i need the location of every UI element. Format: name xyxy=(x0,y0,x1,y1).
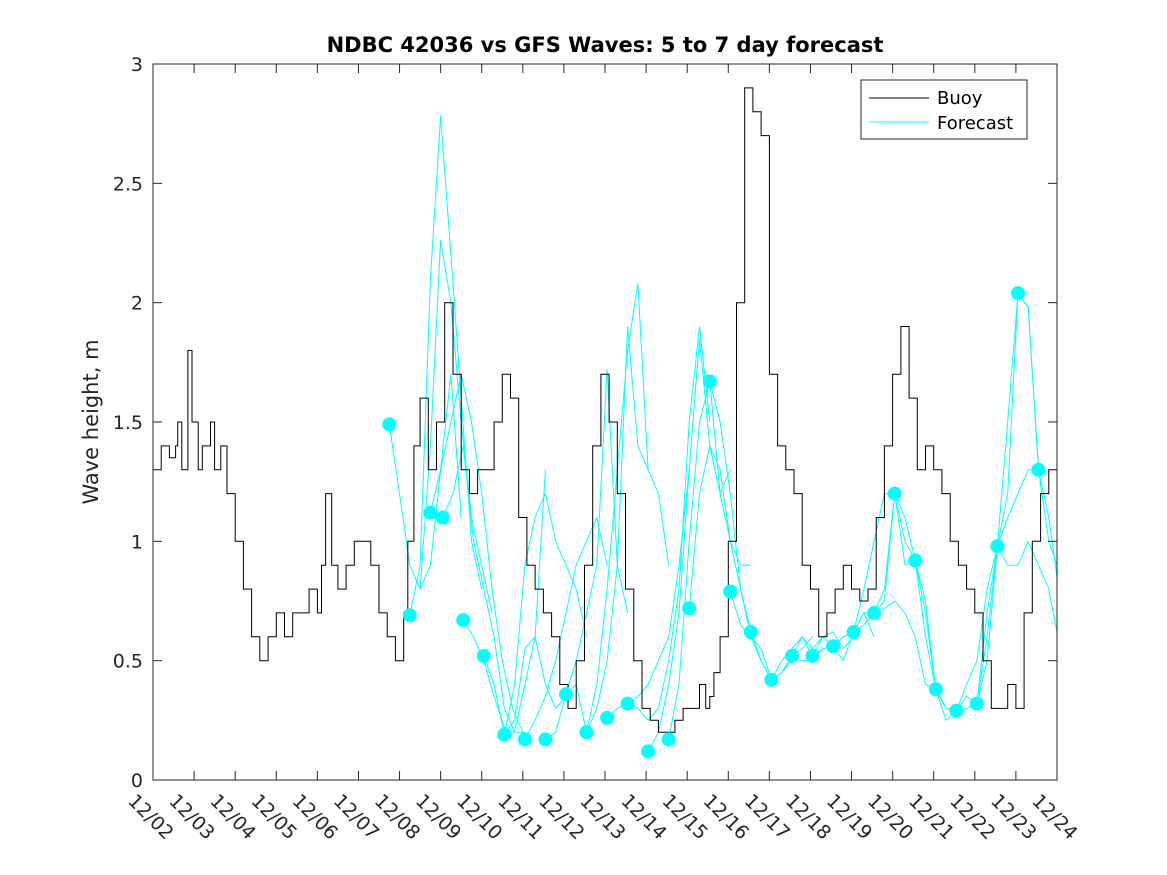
forecast-marker xyxy=(497,727,512,742)
forecast-line xyxy=(545,369,629,740)
forecast-line xyxy=(647,338,731,752)
forecast-marker xyxy=(559,687,573,702)
forecast-line xyxy=(462,469,546,733)
forecast-markers xyxy=(382,286,1046,759)
forecast-marker xyxy=(682,601,697,616)
forecast-line xyxy=(627,326,711,721)
forecast-marker xyxy=(805,648,820,663)
forecast-line xyxy=(853,600,937,690)
forecast-marker xyxy=(382,417,397,432)
forecast-marker xyxy=(743,625,758,639)
forecast-marker xyxy=(435,510,450,525)
forecast-marker xyxy=(846,625,861,639)
forecast-marker xyxy=(1031,462,1046,477)
legend-buoy-label: Buoy xyxy=(937,88,983,109)
legend-forecast-label: Forecast xyxy=(937,113,1013,134)
forecast-line xyxy=(419,240,493,614)
forecast-marker xyxy=(785,648,799,663)
forecast-marker xyxy=(620,696,635,711)
y-tick-label: 1 xyxy=(131,531,143,553)
forecast-line xyxy=(429,373,524,733)
forecast-marker xyxy=(476,648,491,663)
chart-title: NDBC 42036 vs GFS Waves: 5 to 7 day fore… xyxy=(327,33,884,57)
forecast-marker xyxy=(538,732,553,747)
forecast-line xyxy=(388,373,462,590)
forecast-marker xyxy=(456,613,471,628)
forecast-line xyxy=(565,326,649,733)
forecast-marker xyxy=(402,608,417,623)
forecast-marker xyxy=(641,744,656,759)
y-axis-label: Wave height, m xyxy=(79,339,103,504)
forecast-lines xyxy=(388,116,1058,752)
legend-box xyxy=(860,79,1028,140)
forecast-marker xyxy=(764,672,779,687)
forecast-marker xyxy=(600,710,615,725)
y-tick-label: 3 xyxy=(131,54,143,76)
forecast-marker xyxy=(867,605,882,620)
forecast-marker xyxy=(702,374,717,389)
plot-area xyxy=(153,64,1057,780)
buoy-line xyxy=(153,87,1058,733)
forecast-marker xyxy=(826,639,841,654)
y-tick-label: 2 xyxy=(131,293,143,315)
forecast-line xyxy=(606,469,690,719)
y-tick-label: 0 xyxy=(131,770,143,792)
forecast-line xyxy=(996,540,1058,633)
forecast-line xyxy=(483,636,567,736)
forecast-marker xyxy=(949,703,964,718)
forecast-marker xyxy=(908,553,923,568)
legend: Buoy Forecast xyxy=(860,79,1028,140)
forecast-marker xyxy=(661,732,676,747)
forecast-marker xyxy=(579,725,594,740)
forecast-line xyxy=(409,116,483,616)
forecast-marker xyxy=(969,696,984,711)
y-axis-ticks: 0 0.5 1 1.5 2 2.5 3 xyxy=(113,54,1057,792)
forecast-marker xyxy=(723,584,738,599)
forecast-line xyxy=(586,283,670,733)
forecast-marker xyxy=(517,732,532,747)
forecast-line xyxy=(832,493,916,647)
forecast-marker xyxy=(990,539,1005,554)
y-tick-label: 2.5 xyxy=(113,173,143,195)
forecast-marker xyxy=(887,486,902,501)
forecast-line xyxy=(976,469,1058,704)
forecast-marker xyxy=(1011,286,1025,301)
y-tick-label: 1.5 xyxy=(113,412,143,434)
y-tick-label: 0.5 xyxy=(113,651,143,673)
forecast-line xyxy=(524,517,608,740)
buoy-series xyxy=(153,87,1058,733)
forecast-marker xyxy=(928,682,943,697)
forecast-marker xyxy=(423,505,438,520)
